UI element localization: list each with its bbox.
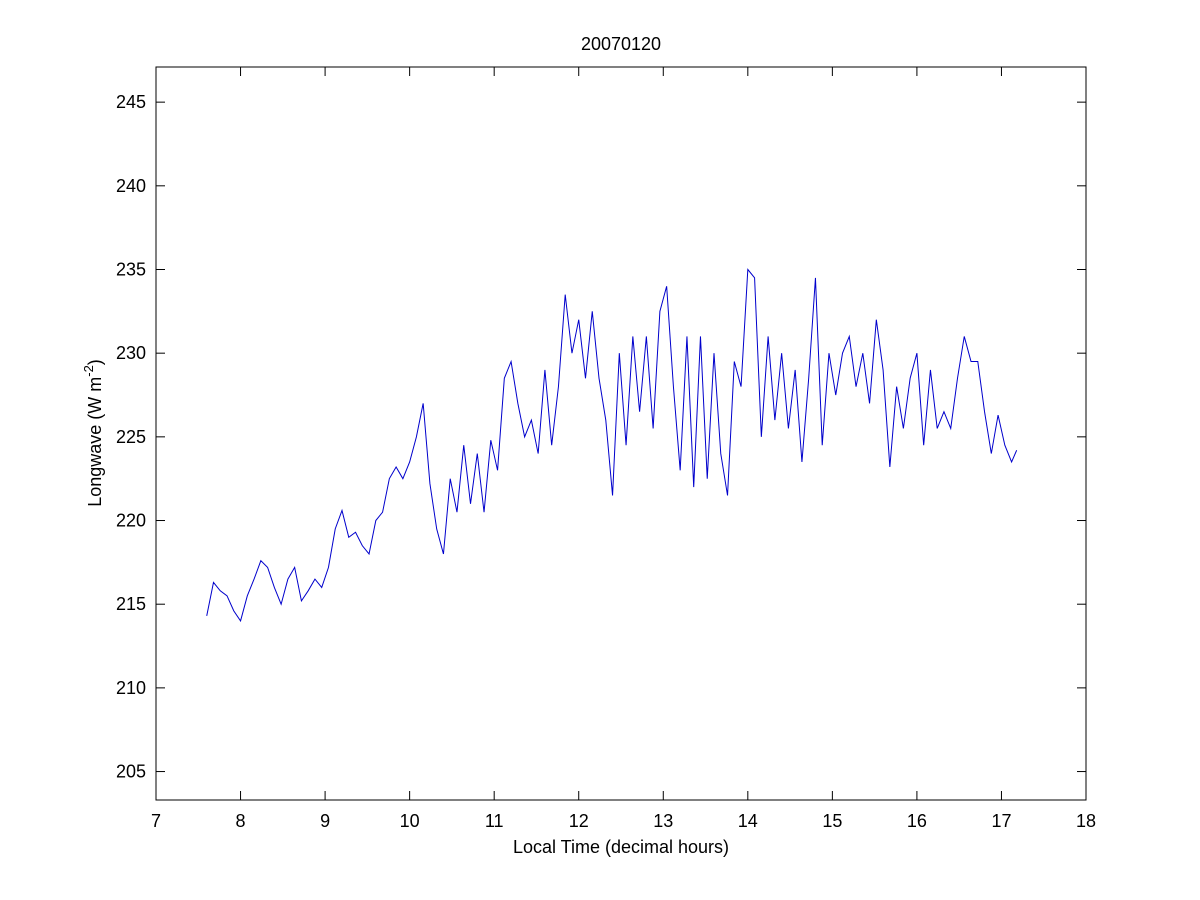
x-tick-label: 16 (907, 811, 927, 831)
x-tick-label: 15 (822, 811, 842, 831)
x-tick-label: 18 (1076, 811, 1096, 831)
x-axis-label: Local Time (decimal hours) (513, 837, 729, 857)
y-tick-label: 205 (116, 762, 146, 782)
x-tick-label: 12 (569, 811, 589, 831)
y-tick-label: 235 (116, 259, 146, 279)
y-tick-label: 245 (116, 92, 146, 112)
y-label-superscript: -2 (81, 365, 96, 377)
x-tick-label: 13 (653, 811, 673, 831)
x-tick-label: 11 (485, 811, 504, 831)
data-line (206, 268, 1018, 623)
x-tick-label: 17 (991, 811, 1011, 831)
x-tick-label: 8 (236, 811, 246, 831)
y-tick-label: 240 (116, 176, 146, 196)
y-tick-label: 230 (116, 343, 146, 363)
x-tick-label: 7 (151, 811, 161, 831)
y-axis-label: Longwave (W m-2) (81, 359, 105, 507)
y-label-main: Longwave (W m (85, 377, 105, 507)
y-tick-label: 210 (116, 678, 146, 698)
y-tick-label: 225 (116, 427, 146, 447)
y-label-end: ) (85, 359, 105, 365)
x-tick-label: 10 (400, 811, 420, 831)
chart-title: 20070120 (581, 34, 661, 54)
plot-area (155, 66, 1087, 801)
x-tick-label: 9 (320, 811, 330, 831)
y-tick-label: 215 (116, 594, 146, 614)
x-tick-label: 14 (738, 811, 758, 831)
y-tick-label: 220 (116, 511, 146, 531)
